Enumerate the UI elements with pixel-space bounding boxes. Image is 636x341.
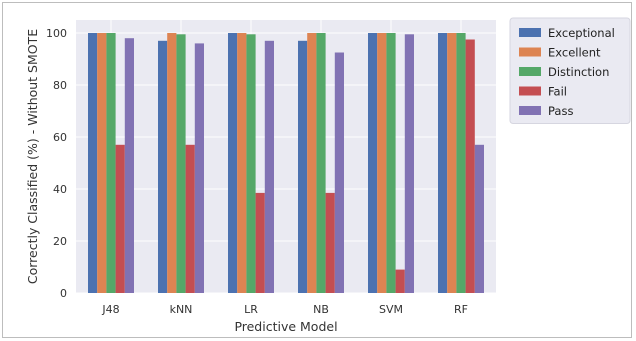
y-axis-title: Correctly Classified (%) - Without SMOTE: [25, 29, 40, 284]
bar: [395, 269, 405, 293]
y-tick-label: 100: [46, 27, 67, 40]
series-exceptional: [88, 33, 448, 293]
bar: [158, 40, 168, 293]
bar: [474, 144, 484, 293]
legend-item-fail: Fail: [519, 85, 567, 99]
bar: [465, 39, 475, 293]
bar: [325, 192, 335, 293]
bar: [167, 33, 177, 293]
bar: [386, 33, 396, 293]
bar: [185, 144, 195, 293]
y-tick-label: 0: [60, 287, 67, 300]
bar: [404, 34, 414, 294]
bar: [334, 52, 344, 293]
bar: [194, 43, 204, 294]
series-pass: [124, 34, 484, 294]
x-tick-label: NB: [313, 303, 329, 316]
series-excellent: [97, 33, 457, 293]
legend-label: Fail: [548, 85, 567, 99]
bar: [264, 40, 274, 293]
bar: [255, 192, 265, 293]
legend-swatch: [519, 28, 541, 37]
bar: [88, 33, 98, 293]
bar: [115, 144, 125, 293]
legend-item-exceptional: Exceptional: [519, 26, 615, 40]
y-tick-label: 40: [53, 183, 67, 196]
y-tick-label: 80: [53, 79, 67, 92]
bar: [298, 40, 308, 293]
x-tick-label: SVM: [379, 303, 403, 316]
bar: [447, 33, 457, 293]
legend-label: Pass: [548, 104, 573, 118]
y-tick-label: 60: [53, 131, 67, 144]
series-fail: [115, 39, 475, 293]
bar: [377, 33, 387, 293]
legend-label: Distinction: [548, 65, 609, 79]
legend-item-pass: Pass: [519, 104, 573, 118]
bar: [97, 33, 107, 293]
bar: [176, 34, 186, 294]
legend-label: Excellent: [548, 46, 601, 60]
x-tick-labels: J48 kNN LR NB SVM RF: [101, 303, 468, 316]
legend-item-distinction: Distinction: [519, 65, 609, 79]
y-tick-label: 20: [53, 235, 67, 248]
x-tick-label: LR: [244, 303, 258, 316]
plot-area: [76, 20, 496, 293]
x-axis-title: Predictive Model: [234, 319, 337, 334]
bars-group: [88, 33, 484, 294]
legend: Exceptional Excellent Distinction Fail Pass: [509, 17, 631, 124]
legend-swatch: [519, 47, 541, 57]
bar: [456, 33, 466, 293]
legend-swatch: [519, 106, 541, 115]
bar: [438, 33, 448, 293]
series-distinction: [106, 33, 466, 294]
legend-label: Exceptional: [548, 26, 615, 40]
bar: [237, 33, 247, 293]
bar: [368, 33, 378, 293]
bar: [246, 34, 256, 294]
bar: [124, 38, 134, 294]
x-tick-label: J48: [101, 303, 119, 316]
bar: [228, 33, 238, 293]
x-tick-label: kNN: [170, 303, 193, 316]
legend-swatch: [519, 67, 541, 76]
legend-box: [509, 17, 631, 124]
y-tick-labels: 0 20 40 60 80 100: [46, 27, 67, 300]
legend-item-excellent: Excellent: [519, 46, 601, 60]
legend-swatch: [519, 86, 541, 96]
bar: [307, 33, 317, 293]
bar: [316, 33, 326, 293]
x-tick-label: RF: [454, 303, 468, 316]
bar: [106, 33, 116, 293]
